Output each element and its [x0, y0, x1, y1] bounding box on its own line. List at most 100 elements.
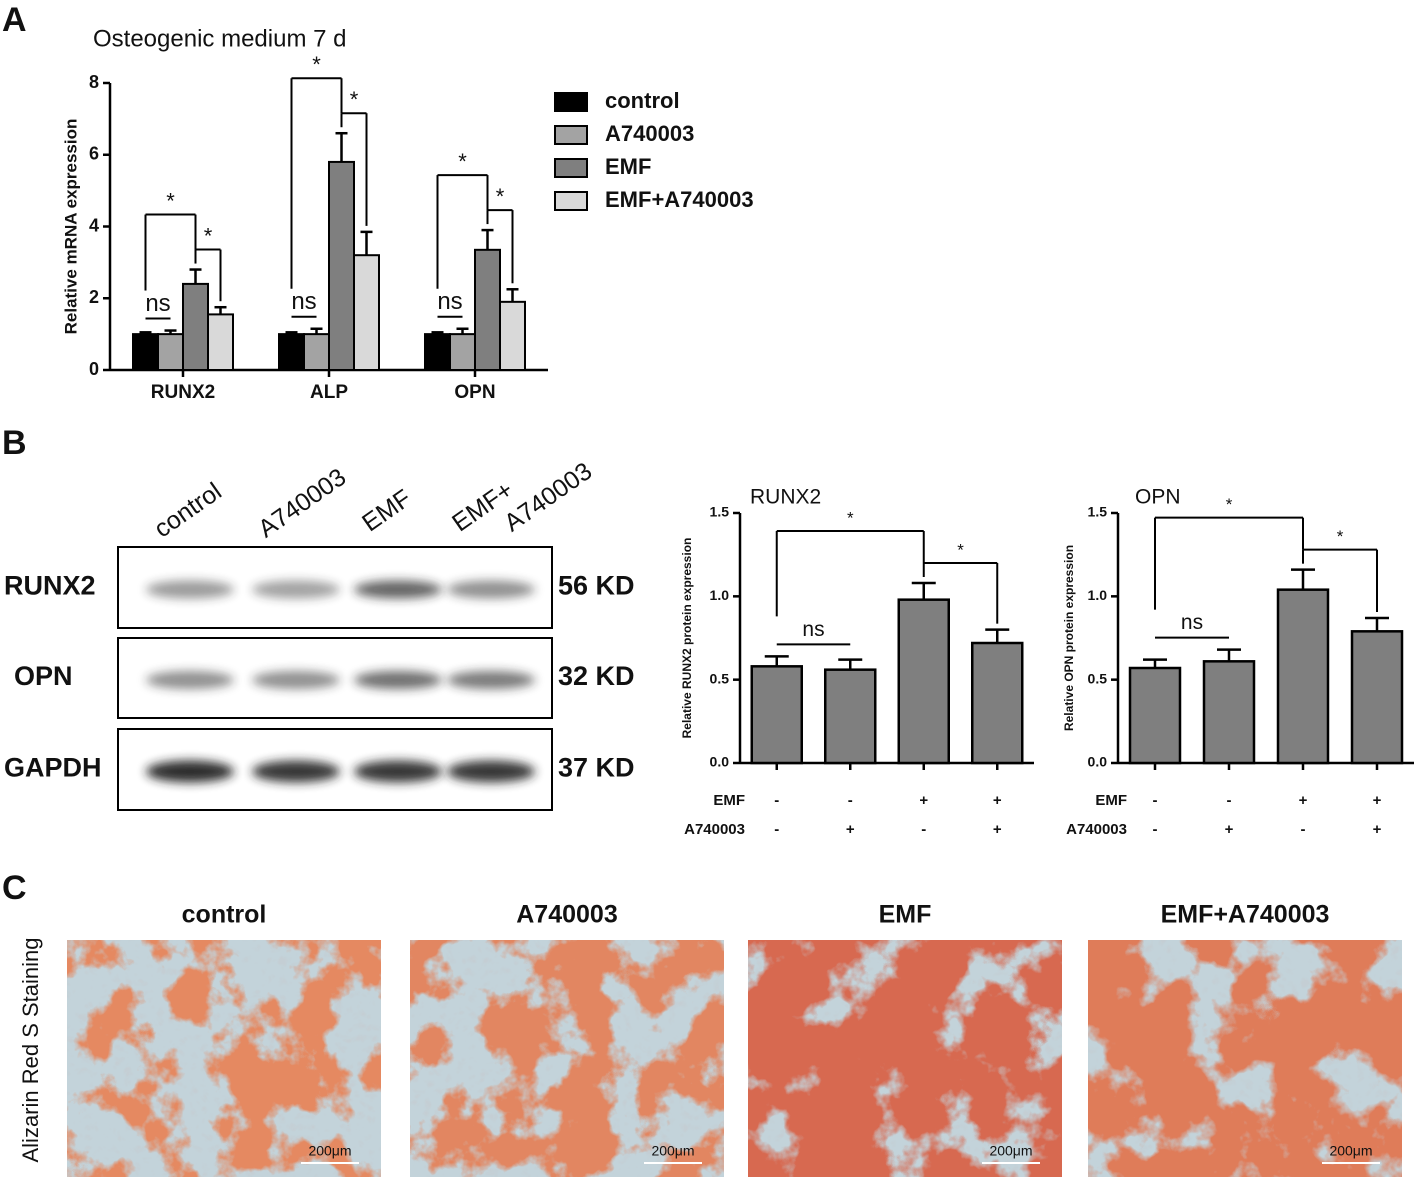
y-tick-label: 0.0 — [710, 754, 730, 770]
lane-label: control — [149, 477, 227, 543]
y-tick-label: 1.0 — [1088, 587, 1108, 603]
scale-label: 200μm — [1329, 1143, 1372, 1159]
blot-band — [146, 671, 234, 689]
y-tick-label: 8 — [89, 72, 99, 92]
panel-label: B — [2, 424, 27, 462]
legend-label: EMF — [605, 154, 651, 179]
blot-row-label: RUNX2 — [4, 571, 96, 601]
blot-band — [447, 580, 535, 599]
stain-image-red — [410, 940, 724, 1177]
scale-label: 200μm — [989, 1143, 1032, 1159]
significance-label: ns — [291, 288, 316, 315]
condition-label: A740003 — [1066, 821, 1127, 838]
condition-mark: + — [993, 821, 1002, 838]
bar — [157, 333, 184, 371]
blot-band — [447, 760, 535, 783]
stain-group-label: EMF — [879, 901, 932, 929]
blot-band — [146, 760, 234, 783]
significance-label: ns — [802, 618, 824, 641]
condition-mark: + — [1373, 792, 1382, 809]
significance-label: * — [496, 184, 505, 209]
y-tick-label: 0.5 — [1088, 670, 1108, 686]
significance-label: * — [166, 188, 175, 213]
significance-label: ns — [437, 288, 462, 315]
significance-label: * — [1226, 495, 1233, 514]
legend-swatch — [554, 191, 588, 211]
chart-title: Osteogenic medium 7 d — [93, 25, 346, 52]
bar — [132, 333, 159, 371]
blot-row-label: OPN — [14, 661, 73, 691]
chart-title: RUNX2 — [750, 486, 821, 509]
y-tick-label: 0 — [89, 359, 99, 379]
legend-swatch — [554, 125, 588, 145]
bar — [750, 665, 803, 765]
stain-image-red — [67, 940, 381, 1177]
stain-label: Alizarin Red S Staining — [18, 937, 43, 1162]
bar — [1350, 630, 1404, 765]
bar — [449, 333, 476, 371]
y-tick-label: 1.5 — [710, 504, 730, 520]
x-tick-label: RUNX2 — [151, 382, 215, 403]
condition-mark: + — [1373, 821, 1382, 838]
panel-label: C — [2, 869, 27, 907]
lane-label: A740003 — [253, 463, 351, 543]
significance-label: * — [458, 149, 467, 174]
y-tick-label: 4 — [89, 215, 99, 235]
significance-label: ns — [1181, 611, 1203, 634]
condition-mark: - — [1153, 792, 1158, 809]
blot-band — [447, 671, 535, 689]
condition-label: EMF — [1095, 792, 1127, 809]
condition-mark: - — [1227, 792, 1232, 809]
blot-band — [252, 760, 340, 783]
significance-label: ns — [145, 290, 170, 317]
stain-group-label: control — [182, 901, 267, 929]
significance-label: * — [312, 52, 321, 77]
bar — [824, 668, 877, 765]
bar — [1202, 660, 1256, 765]
bar — [897, 598, 950, 765]
y-tick-label: 2 — [89, 287, 99, 307]
bar — [303, 333, 330, 371]
scale-label: 200μm — [308, 1143, 351, 1159]
y-tick-label: 1.5 — [1088, 504, 1108, 520]
condition-mark: - — [1301, 821, 1306, 838]
significance-label: * — [204, 223, 213, 248]
scale-label: 200μm — [651, 1143, 694, 1159]
condition-mark: - — [1153, 821, 1158, 838]
y-tick-label: 6 — [89, 144, 99, 164]
blot-size-label: 56 KD — [558, 571, 635, 601]
condition-label: A740003 — [684, 821, 745, 838]
bar — [1128, 666, 1182, 765]
condition-mark: + — [1225, 821, 1234, 838]
condition-mark: - — [774, 792, 779, 809]
condition-label: EMF — [713, 792, 745, 809]
panel-label: A — [2, 1, 27, 39]
bar — [353, 254, 380, 371]
blot-band — [252, 671, 340, 689]
blot-band — [252, 580, 340, 599]
lane-label: EMF — [357, 484, 416, 537]
y-axis-label: Relative RUNX2 protein expression — [680, 538, 694, 739]
condition-mark: - — [921, 821, 926, 838]
bar — [328, 160, 355, 371]
bar — [424, 333, 451, 371]
stain-group-label: EMF+A740003 — [1161, 901, 1330, 929]
bar — [971, 641, 1024, 765]
bar — [207, 313, 234, 371]
blot-band — [146, 580, 234, 599]
y-tick-label: 1.0 — [710, 587, 730, 603]
legend-swatch — [554, 158, 588, 178]
bar — [499, 300, 526, 371]
stain-image-red — [748, 940, 1062, 1177]
significance-label: * — [847, 508, 854, 527]
condition-mark: + — [919, 792, 928, 809]
y-tick-label: 0.0 — [1088, 754, 1108, 770]
x-tick-label: OPN — [454, 382, 495, 403]
bar — [474, 248, 501, 372]
legend-label: control — [605, 88, 680, 113]
condition-mark: + — [1299, 792, 1308, 809]
significance-label: * — [350, 87, 359, 112]
legend-label: A740003 — [605, 121, 694, 146]
stain-group-label: A740003 — [516, 901, 617, 929]
